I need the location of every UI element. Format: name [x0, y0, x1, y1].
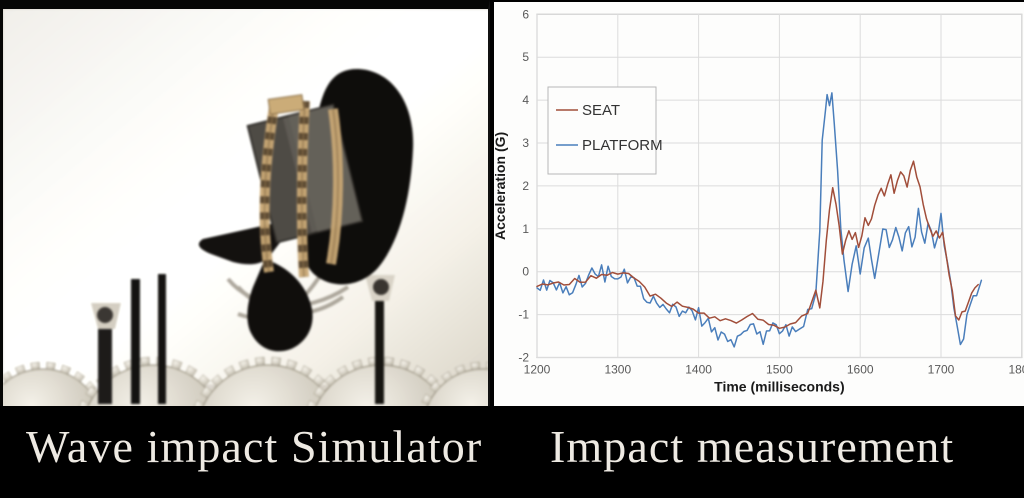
svg-text:4: 4 — [522, 93, 529, 107]
svg-text:-1: -1 — [518, 308, 529, 322]
svg-text:1300: 1300 — [604, 363, 631, 377]
svg-text:1200: 1200 — [524, 363, 551, 377]
svg-text:3: 3 — [522, 136, 529, 150]
svg-text:Time (milliseconds): Time (milliseconds) — [714, 379, 844, 395]
svg-text:PLATFORM: PLATFORM — [582, 137, 663, 154]
svg-text:1500: 1500 — [766, 363, 793, 377]
svg-text:6: 6 — [522, 7, 529, 21]
svg-text:5: 5 — [522, 50, 529, 64]
svg-text:1700: 1700 — [928, 363, 955, 377]
svg-text:1: 1 — [522, 222, 529, 236]
svg-text:1600: 1600 — [847, 363, 874, 377]
svg-text:SEAT: SEAT — [582, 102, 620, 119]
svg-text:1800: 1800 — [1008, 363, 1024, 377]
svg-text:0: 0 — [522, 265, 529, 279]
svg-text:2: 2 — [522, 179, 529, 193]
svg-text:Acceleration (G): Acceleration (G) — [494, 132, 508, 240]
svg-text:1400: 1400 — [685, 363, 712, 377]
